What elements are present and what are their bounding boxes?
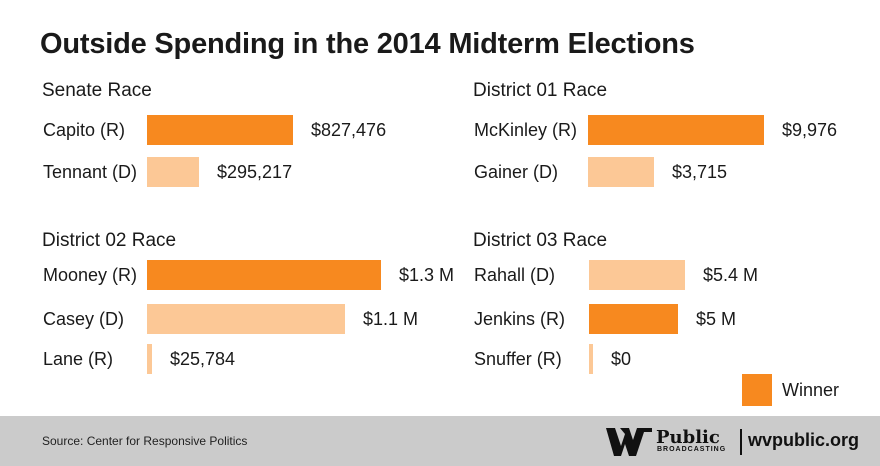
candidate-value-label: $0 [611,349,632,369]
logo-broadcasting-text: BROADCASTING [657,446,727,453]
candidate-label: Jenkins (R) [474,309,566,329]
race-title: District 01 Race [473,80,608,101]
logo-separator [740,429,742,455]
race-panel: District 02 Race Mooney (R) $1.3 M Casey (D… [42,230,454,380]
candidate-value-label: $1.3 M [399,265,455,285]
race-title: District 02 Race [42,230,177,251]
candidate-value-label: $9,976 [782,120,838,140]
race-panel: District 01 Race McKinley (R) $9,976 Gainer… [473,80,873,230]
logo-public-text: Public [656,427,720,448]
candidate-value-label: $3,715 [672,162,728,182]
candidate-label: Lane (R) [43,349,114,369]
wv-logo-mark-icon [606,428,652,456]
candidate-bar [147,304,345,334]
candidate-value-label: $5 M [696,309,737,329]
logo-url: wvpublic.org [748,430,860,450]
candidate-label: Tennant (D) [43,162,138,182]
candidate-label: Capito (R) [43,120,126,140]
candidate-bar [589,304,678,334]
candidate-label: Snuffer (R) [474,349,562,369]
candidate-label: Gainer (D) [474,162,559,182]
wvpublic-logo: Public BROADCASTING wvpublic.org [606,427,859,457]
race-panel: Senate Race Capito (R) $827,476 Tennant (D)… [42,80,442,230]
chart-title: Outside Spending in the 2014 Midterm Ele… [40,28,695,60]
candidate-label: Casey (D) [43,309,125,329]
candidate-value-label: $5.4 M [703,265,759,285]
candidate-bar [147,157,199,187]
candidate-value-label: $25,784 [170,349,236,369]
candidate-bar [588,157,654,187]
legend-winner-swatch [742,374,772,406]
candidate-bar [589,344,593,374]
candidate-value-label: $827,476 [311,120,387,140]
source-note: Source: Center for Responsive Politics [42,434,248,448]
race-panel: District 03 Race Rahall (D) $5.4 M Jenkins … [473,230,873,380]
candidate-bar [147,115,293,145]
candidate-label: Rahall (D) [474,265,556,285]
race-title: Senate Race [42,80,152,101]
legend-winner-label: Winner [782,380,840,400]
candidate-bar [147,260,381,290]
candidate-bar [589,260,685,290]
candidate-label: McKinley (R) [474,120,578,140]
candidate-bar [588,115,764,145]
candidate-label: Mooney (R) [43,265,138,285]
footer-bar: Source: Center for Responsive Politics P… [0,416,880,466]
candidate-value-label: $295,217 [217,162,293,182]
candidate-bar [147,344,152,374]
candidate-value-label: $1.1 M [363,309,419,329]
race-title: District 03 Race [473,230,608,251]
